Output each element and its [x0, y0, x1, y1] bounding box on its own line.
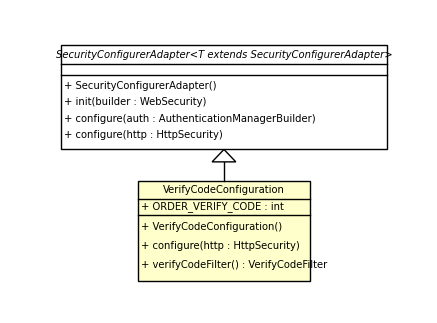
Text: SecurityConfigurerAdapter<T extends SecurityConfigurerAdapter>: SecurityConfigurerAdapter<T extends Secu… — [55, 50, 392, 60]
Bar — [138, 181, 310, 281]
Polygon shape — [212, 150, 236, 162]
Text: + configure(http : HttpSecurity): + configure(http : HttpSecurity) — [64, 130, 223, 140]
Text: + configure(auth : AuthenticationManagerBuilder): + configure(auth : AuthenticationManager… — [64, 114, 316, 124]
Text: + ORDER_VERIFY_CODE : int: + ORDER_VERIFY_CODE : int — [141, 202, 284, 213]
Text: + configure(http : HttpSecurity): + configure(http : HttpSecurity) — [141, 241, 300, 251]
Text: + init(builder : WebSecurity): + init(builder : WebSecurity) — [64, 97, 207, 107]
Text: + SecurityConfigurerAdapter(): + SecurityConfigurerAdapter() — [64, 80, 217, 90]
Text: + VerifyCodeConfiguration(): + VerifyCodeConfiguration() — [141, 222, 282, 232]
Text: VerifyCodeConfiguration: VerifyCodeConfiguration — [163, 185, 285, 195]
Text: + verifyCodeFilter() : VerifyCodeFilter: + verifyCodeFilter() : VerifyCodeFilter — [141, 260, 327, 270]
Bar — [61, 45, 387, 150]
